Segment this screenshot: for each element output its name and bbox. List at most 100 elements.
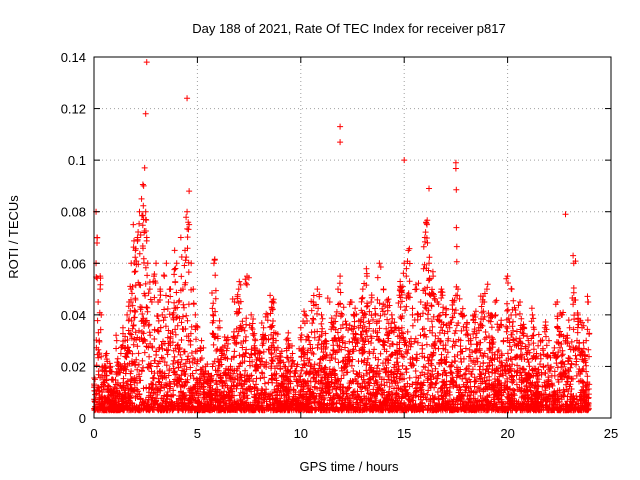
y-tick-label: 0.04 <box>61 308 86 323</box>
data-point <box>109 376 116 383</box>
data-point <box>446 324 453 331</box>
chart-title: Day 188 of 2021, Rate Of TEC Index for r… <box>192 21 505 36</box>
data-point <box>562 211 569 218</box>
data-point <box>227 363 234 370</box>
data-point <box>188 260 195 267</box>
data-point <box>130 221 137 228</box>
data-point <box>264 311 271 318</box>
data-point <box>244 273 251 280</box>
data-point <box>128 260 135 267</box>
data-point <box>142 208 149 215</box>
data-point <box>368 298 375 305</box>
data-point <box>301 311 308 318</box>
data-point <box>488 311 495 318</box>
data-point <box>177 234 184 241</box>
data-point <box>434 298 441 305</box>
data-point <box>337 273 344 280</box>
data-point <box>260 324 267 331</box>
data-point <box>426 260 433 267</box>
data-point <box>413 286 420 293</box>
data-point <box>392 324 399 331</box>
data-point <box>117 350 124 357</box>
data-point <box>376 260 383 267</box>
data-point <box>347 298 354 305</box>
x-axis-label: GPS time / hours <box>300 459 399 474</box>
data-point <box>337 139 344 146</box>
data-point <box>318 311 325 318</box>
dense-scatter-cloud <box>91 165 593 414</box>
x-tick-label: 10 <box>294 426 308 441</box>
data-point <box>146 286 153 293</box>
data-point <box>401 157 408 164</box>
data-point <box>113 337 120 344</box>
data-point <box>155 298 162 305</box>
data-point <box>529 311 536 318</box>
data-point <box>310 298 317 305</box>
data-point <box>173 260 180 267</box>
data-point <box>409 311 416 318</box>
data-point <box>126 298 133 305</box>
data-point <box>545 337 552 344</box>
data-point <box>504 273 511 280</box>
data-point <box>403 273 410 280</box>
data-point <box>148 298 155 305</box>
data-point <box>585 298 592 305</box>
data-point <box>537 337 544 344</box>
y-axis-ticks: 0 0.02 0.04 0.06 0.08 0.1 0.12 0.14 <box>61 50 611 426</box>
data-point <box>159 311 166 318</box>
data-point <box>297 324 304 331</box>
data-point <box>206 376 213 383</box>
data-point <box>150 273 157 280</box>
data-point <box>210 260 217 267</box>
data-point <box>252 337 259 344</box>
data-point <box>167 286 174 293</box>
data-point <box>95 298 102 305</box>
data-point <box>157 286 164 293</box>
data-point <box>426 185 433 192</box>
data-point <box>105 389 112 396</box>
data-point <box>512 311 519 318</box>
data-point <box>306 337 313 344</box>
data-point <box>198 337 205 344</box>
data-point <box>330 324 337 331</box>
data-point <box>405 247 412 254</box>
data-point <box>239 324 246 331</box>
data-point <box>463 324 470 331</box>
data-point <box>492 298 499 305</box>
data-point <box>558 311 565 318</box>
data-point <box>138 195 145 202</box>
data-point <box>479 298 486 305</box>
plot-frame <box>93 56 612 419</box>
data-point <box>119 324 126 331</box>
data-point <box>550 350 557 357</box>
y-tick-label: 0.1 <box>68 153 86 168</box>
data-point <box>92 376 99 383</box>
y-tick-label: 0.14 <box>61 50 86 65</box>
data-point <box>163 260 170 267</box>
data-point <box>96 337 103 344</box>
data-point <box>97 273 104 280</box>
data-point <box>335 286 342 293</box>
data-point <box>277 350 284 357</box>
data-point <box>142 110 149 117</box>
data-point <box>363 273 370 280</box>
data-point <box>438 286 445 293</box>
data-point <box>179 286 186 293</box>
data-point <box>430 273 437 280</box>
data-point <box>142 216 149 223</box>
x-tick-label: 15 <box>397 426 411 441</box>
data-point <box>94 234 101 241</box>
data-point <box>171 247 178 254</box>
data-point <box>388 311 395 318</box>
data-point <box>314 286 321 293</box>
data-point <box>475 324 482 331</box>
data-point <box>169 311 176 318</box>
data-point <box>144 260 151 267</box>
data-point <box>111 384 118 391</box>
data-point <box>452 159 459 166</box>
data-point <box>184 95 191 102</box>
data-point <box>272 337 279 344</box>
data-point <box>467 337 474 344</box>
data-point <box>326 298 333 305</box>
data-point <box>99 363 106 370</box>
